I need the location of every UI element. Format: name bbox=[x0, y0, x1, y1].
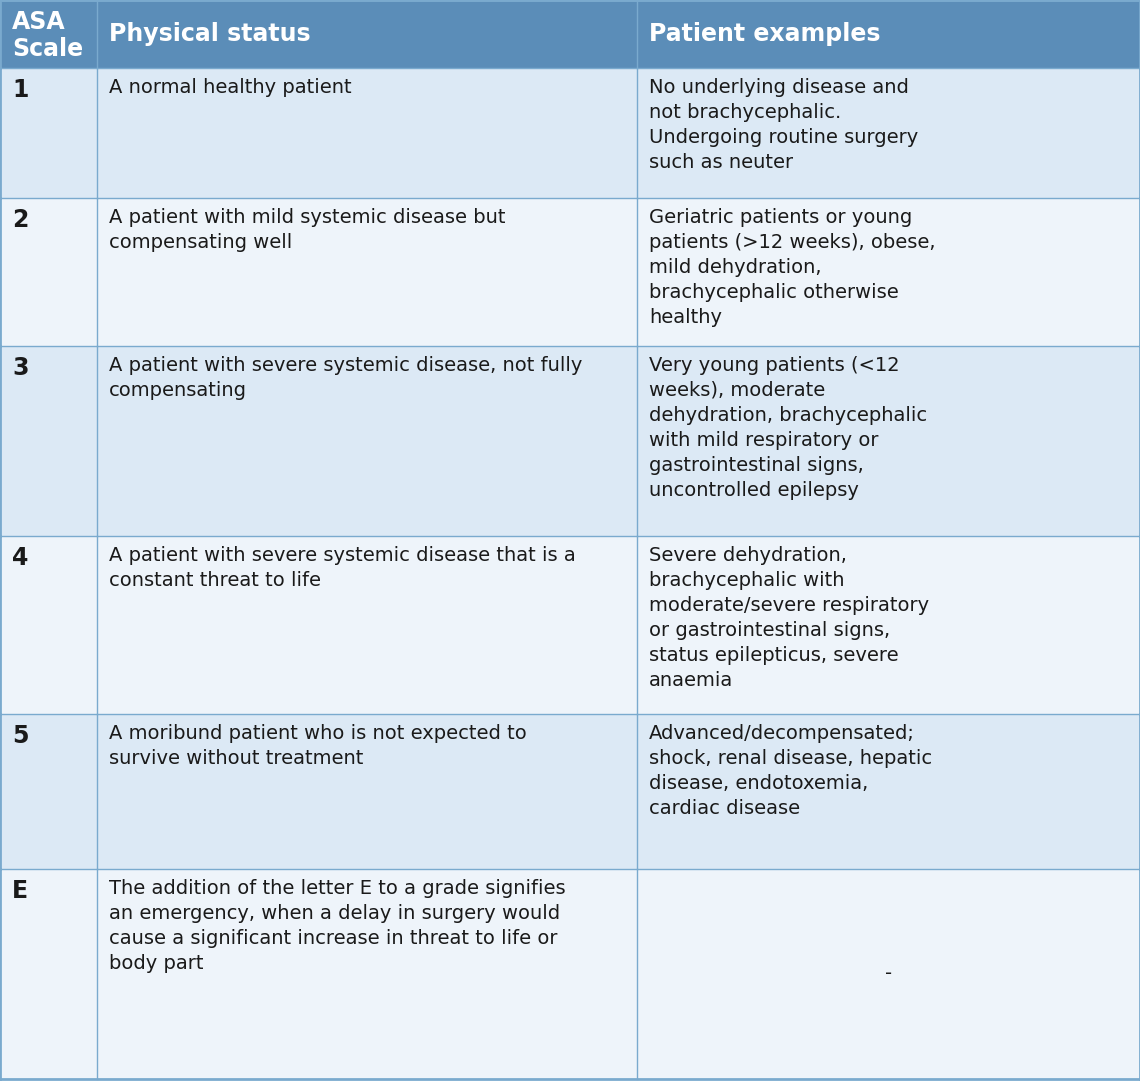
Text: Advanced/decompensated;
shock, renal disease, hepatic
disease, endotoxemia,
card: Advanced/decompensated; shock, renal dis… bbox=[649, 724, 933, 818]
Text: Severe dehydration,
brachycephalic with
moderate/severe respiratory
or gastroint: Severe dehydration, brachycephalic with … bbox=[649, 546, 929, 690]
Text: Patient examples: Patient examples bbox=[649, 22, 880, 46]
Text: 5: 5 bbox=[13, 724, 28, 748]
Text: A patient with severe systemic disease that is a
constant threat to life: A patient with severe systemic disease t… bbox=[109, 546, 576, 590]
Text: No underlying disease and
not brachycephalic.
Undergoing routine surgery
such as: No underlying disease and not brachyceph… bbox=[649, 78, 918, 172]
Text: A patient with severe systemic disease, not fully
compensating: A patient with severe systemic disease, … bbox=[109, 356, 583, 400]
Text: 3: 3 bbox=[13, 356, 28, 380]
Text: 1: 1 bbox=[13, 78, 28, 102]
Bar bbox=[0, 869, 1140, 1079]
Text: A moribund patient who is not expected to
survive without treatment: A moribund patient who is not expected t… bbox=[109, 724, 527, 768]
Text: Geriatric patients or young
patients (>12 weeks), obese,
mild dehydration,
brach: Geriatric patients or young patients (>1… bbox=[649, 208, 936, 327]
Text: The addition of the letter E to a grade signifies
an emergency, when a delay in : The addition of the letter E to a grade … bbox=[109, 879, 565, 973]
Text: A patient with mild systemic disease but
compensating well: A patient with mild systemic disease but… bbox=[109, 208, 505, 252]
Bar bbox=[0, 68, 1140, 198]
Text: 4: 4 bbox=[13, 546, 28, 570]
Text: Very young patients (<12
weeks), moderate
dehydration, brachycephalic
with mild : Very young patients (<12 weeks), moderat… bbox=[649, 356, 927, 500]
Bar bbox=[0, 346, 1140, 536]
Bar bbox=[0, 0, 1140, 68]
Bar bbox=[0, 714, 1140, 869]
Text: A normal healthy patient: A normal healthy patient bbox=[109, 78, 351, 97]
Text: Physical status: Physical status bbox=[109, 22, 310, 46]
Text: 2: 2 bbox=[13, 208, 28, 232]
Text: E: E bbox=[13, 879, 28, 903]
Text: -: - bbox=[885, 965, 893, 983]
Text: ASA
Scale: ASA Scale bbox=[13, 10, 83, 61]
Bar bbox=[0, 536, 1140, 714]
Bar bbox=[0, 198, 1140, 346]
